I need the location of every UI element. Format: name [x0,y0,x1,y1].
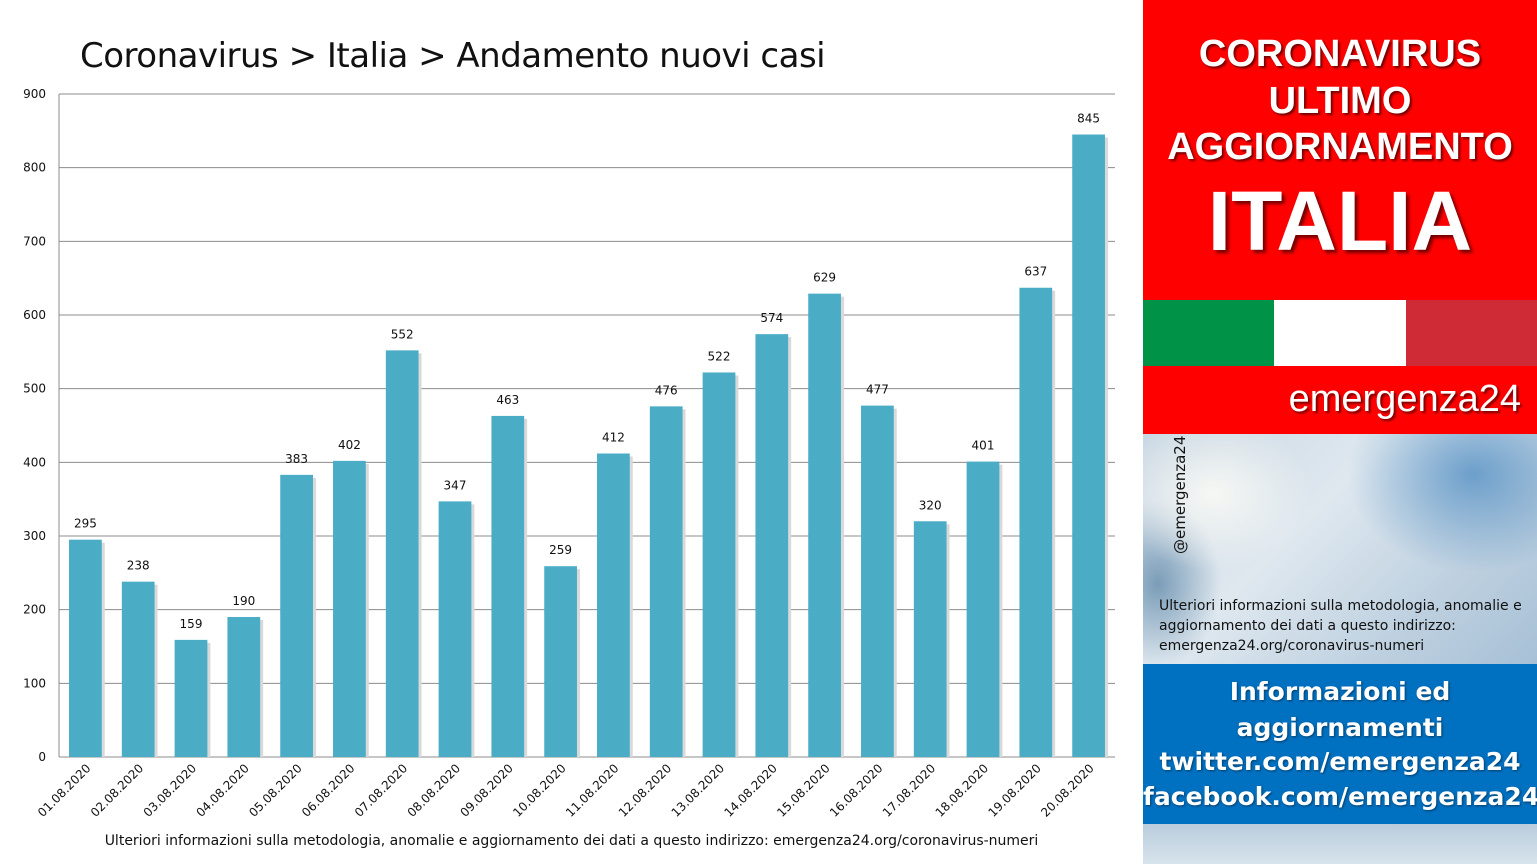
update-banner: CORONAVIRUS ULTIMO AGGIORNAMENTO ITALIA [1143,0,1537,300]
y-tick-label: 100 [23,676,46,690]
info-box: Informazioni ed aggiornamenti twitter.co… [1143,664,1537,824]
y-tick-label: 0 [38,750,46,764]
bar [755,334,789,757]
data-label: 259 [549,543,572,557]
data-label: 845 [1077,112,1100,126]
info-line-1: Informazioni ed [1229,677,1451,706]
social-handle: @emergenza24 [1171,435,1189,554]
brand-name: emergenza24 [1288,378,1521,420]
x-tick-label: 15.08.2020 [774,761,832,819]
bar [1072,134,1105,757]
data-label: 412 [602,430,625,444]
data-label: 401 [972,439,995,453]
banner-country: ITALIA [1207,174,1473,268]
banner-line-aggiornamento: AGGIORNAMENTO [1167,126,1513,168]
y-tick-label: 300 [23,529,46,543]
data-label: 159 [180,617,203,631]
brand-bar: emergenza24 [1143,366,1537,434]
data-label: 347 [444,478,467,492]
data-label: 295 [74,517,97,531]
methodology-note: Ulteriori informazioni sulla metodologia… [1159,598,1522,654]
bar [966,461,1000,757]
chart-title: Coronavirus > Italia > Andamento nuovi c… [80,36,826,76]
data-label: 574 [760,311,783,325]
data-label: 383 [285,452,308,466]
bar [544,566,577,757]
data-label: 463 [496,393,519,407]
x-tick-label: 01.08.2020 [35,761,93,819]
data-label: 629 [813,271,836,285]
y-tick-label: 700 [23,234,46,248]
data-label: 320 [919,498,942,512]
x-tick-label: 04.08.2020 [193,761,251,819]
bar [333,460,366,757]
bar [1019,287,1053,757]
data-label: 637 [1024,265,1047,279]
data-label: 402 [338,438,361,452]
info-line-2: aggiornamenti [1236,713,1444,742]
data-label: 238 [127,559,150,573]
x-tick-label: 20.08.2020 [1038,761,1096,819]
bar [280,474,313,757]
data-label: 477 [866,383,889,397]
flag-stripe-green [1143,300,1275,366]
bar [491,415,525,757]
chart-panel: Coronavirus > Italia > Andamento nuovi c… [23,36,1115,849]
bar [913,521,947,757]
bar [438,501,472,757]
sidebar: CORONAVIRUS ULTIMO AGGIORNAMENTO ITALIA … [1143,0,1537,864]
x-tick-label: 10.08.2020 [510,761,568,819]
data-label: 552 [391,327,414,341]
x-tick-label: 19.08.2020 [985,761,1043,819]
x-tick-label: 08.08.2020 [405,761,463,819]
x-tick-label: 14.08.2020 [721,761,779,819]
bar [808,293,841,757]
data-label: 190 [232,594,255,608]
x-tick-label: 07.08.2020 [352,761,410,819]
banner-line-coronavirus: CORONAVIRUS [1198,33,1482,75]
x-tick-label: 11.08.2020 [563,761,621,819]
bar-chart: 0 100 200 300 400 500 600 700 800 900 295 01.08.202… [23,87,1115,820]
bar [861,405,894,757]
flag-stripe-white [1274,300,1406,366]
banner-line-ultimo: ULTIMO [1268,80,1412,122]
bar [69,539,102,757]
twitter-link[interactable]: twitter.com/emergenza24 [1159,747,1521,776]
italian-flag [1143,300,1537,366]
facebook-link[interactable]: facebook.com/emergenza24 [1143,782,1537,811]
flag-stripe-red [1405,300,1537,366]
background-photo: @emergenza24 Ulteriori informazioni sull… [1143,434,1537,664]
x-tick-label: 13.08.2020 [669,761,727,819]
x-tick-label: 16.08.2020 [827,761,885,819]
y-tick-label: 200 [23,603,46,617]
x-tick-label: 03.08.2020 [141,761,199,819]
chart-footnote: Ulteriori informazioni sulla metodologia… [104,833,1039,849]
x-tick-label: 18.08.2020 [933,761,991,819]
background-photo-bottom [1143,824,1537,864]
y-tick-label: 800 [23,161,46,175]
x-tick-label: 02.08.2020 [88,761,146,819]
x-tick-label: 12.08.2020 [616,761,674,819]
bar [121,581,155,757]
bar [227,617,261,757]
y-tick-label: 600 [23,308,46,322]
y-tick-label: 500 [23,382,46,396]
x-tick-label: 09.08.2020 [457,761,515,819]
bar [649,406,683,757]
x-tick-label: 17.08.2020 [880,761,938,819]
data-label: 522 [708,349,731,363]
y-tick-label: 400 [23,455,46,469]
bar [597,453,630,757]
data-label: 476 [655,383,678,397]
bar [385,350,419,757]
bar [702,372,736,757]
x-tick-label: 06.08.2020 [299,761,357,819]
y-tick-label: 900 [23,87,46,101]
bar [174,639,208,757]
x-tick-label: 05.08.2020 [246,761,304,819]
